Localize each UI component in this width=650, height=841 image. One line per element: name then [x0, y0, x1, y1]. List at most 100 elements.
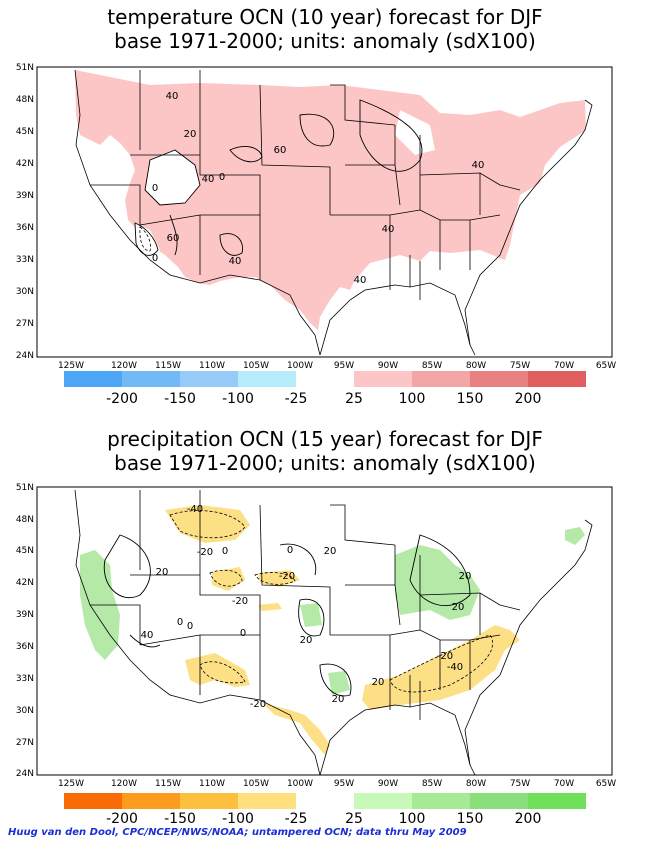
- colorbar-label: 25: [345, 391, 363, 407]
- precipitation-positive-contours: [103, 534, 471, 697]
- contour-label: 20: [459, 571, 472, 582]
- temperature-title-line1: temperature OCN (10 year) forecast for D…: [107, 5, 543, 29]
- contour-label: 20: [372, 677, 385, 688]
- precipitation-contour-labels: -40 -20 0 0 20 20 -20 20 -20 0 40 20 20 …: [141, 504, 472, 710]
- lon-label: 95W: [334, 779, 354, 789]
- contour-label: 60: [274, 145, 287, 156]
- lat-label: 33N: [16, 674, 34, 684]
- temperature-contours: [134, 99, 423, 256]
- lat-label: 24N: [16, 769, 34, 779]
- lat-label: 27N: [16, 319, 34, 329]
- contour-label: 40: [472, 160, 485, 171]
- precipitation-map: -40 -20 0 0 20 20 -20 20 -20 0 40 20 20 …: [16, 483, 616, 825]
- colorbar-swatch: [412, 793, 470, 809]
- colorbar-label: 100: [399, 391, 426, 407]
- colorbar-swatch: [354, 793, 412, 809]
- precipitation-title-line1: precipitation OCN (15 year) forecast for…: [107, 427, 543, 451]
- colorbar-swatch: [64, 371, 122, 387]
- state-boundaries: [74, 69, 593, 356]
- lon-label: 120W: [111, 779, 137, 789]
- contour-label: 40: [202, 174, 215, 185]
- contour-label: 40: [354, 275, 367, 286]
- temperature-lat-labels: 51N 48N 45N 42N 39N 36N 33N 30N 27N 24N: [16, 63, 34, 361]
- contour-label: 20: [452, 602, 465, 613]
- precipitation-lat-labels: 51N 48N 45N 42N 39N 36N 33N 30N 27N 24N: [16, 483, 34, 779]
- lon-label: 110W: [199, 361, 225, 371]
- contour-label: 20: [324, 546, 337, 557]
- temperature-lon-labels: 125W 120W 115W 110W 105W 100W 95W 90W 85…: [58, 361, 616, 371]
- lon-label: 115W: [155, 779, 181, 789]
- colorbar-label: -25: [285, 391, 308, 407]
- lat-label: 33N: [16, 255, 34, 265]
- contour-label: 0: [219, 172, 225, 183]
- lat-label: 36N: [16, 642, 34, 652]
- colorbar-label: 25: [345, 811, 363, 825]
- colorbar-label: -100: [222, 811, 254, 825]
- lon-label: 65W: [596, 779, 616, 789]
- colorbar-swatch: [180, 793, 238, 809]
- contour-label: 20: [300, 635, 313, 646]
- lat-label: 39N: [16, 191, 34, 201]
- contour-label: 20: [332, 694, 345, 705]
- colorbar-swatch: [412, 371, 470, 387]
- colorbar-swatch: [528, 371, 586, 387]
- contour-label: -20: [232, 596, 248, 607]
- contour-label: 0: [287, 545, 293, 556]
- lat-label: 30N: [16, 287, 34, 297]
- contour-label: -20: [250, 699, 266, 710]
- lat-label: 45N: [16, 127, 34, 137]
- lon-label: 100W: [287, 361, 313, 371]
- colorbar-label: 100: [399, 811, 426, 825]
- colorbar-label: 200: [515, 391, 542, 407]
- contour-label: -40: [447, 662, 463, 673]
- lat-label: 36N: [16, 223, 34, 233]
- lat-label: 48N: [16, 515, 34, 525]
- lon-label: 120W: [111, 361, 137, 371]
- precipitation-title-line2: base 1971-2000; units: anomaly (sdX100): [114, 451, 536, 475]
- precipitation-colorbar: [64, 793, 586, 809]
- colorbar-swatch: [238, 371, 296, 387]
- colorbar-swatch: [122, 371, 180, 387]
- lon-label: 105W: [243, 779, 269, 789]
- lat-label: 42N: [16, 159, 34, 169]
- temperature-map: 40 20 60 40 0 0 40 60 0 40 40 40 51N 48N…: [16, 63, 616, 407]
- colorbar-swatch: [180, 371, 238, 387]
- lon-label: 80W: [466, 361, 486, 371]
- lat-label: 51N: [16, 63, 34, 73]
- lon-label: 70W: [554, 361, 574, 371]
- colorbar-swatch: [528, 793, 586, 809]
- contour-label: -20: [197, 547, 213, 558]
- contour-label: 0: [222, 546, 228, 557]
- lon-label: 80W: [466, 779, 486, 789]
- colorbar-label: -25: [285, 811, 308, 825]
- lon-label: 85W: [422, 779, 442, 789]
- colorbar-swatch: [354, 371, 412, 387]
- precipitation-map-frame: [36, 486, 613, 776]
- lon-label: 105W: [243, 361, 269, 371]
- lat-label: 27N: [16, 738, 34, 748]
- temperature-colorbar: [64, 371, 586, 387]
- precipitation-negative-contours: [169, 510, 493, 693]
- lon-label: 90W: [378, 361, 398, 371]
- contour-label: -40: [187, 504, 203, 515]
- contour-label: 0: [152, 183, 158, 194]
- lat-label: 39N: [16, 610, 34, 620]
- colorbar-label: 200: [515, 811, 542, 825]
- temperature-zero-region-west: [145, 150, 200, 205]
- colorbar-label: -150: [164, 811, 196, 825]
- lon-label: 95W: [334, 361, 354, 371]
- colorbar-label: 150: [457, 811, 484, 825]
- contour-label: 20: [184, 129, 197, 140]
- precipitation-colorbar-labels: -200 -150 -100 -25 25 100 150 200: [106, 811, 541, 825]
- lon-label: 85W: [422, 361, 442, 371]
- lon-label: 75W: [510, 779, 530, 789]
- colorbar-swatch: [64, 793, 122, 809]
- lon-label: 110W: [199, 779, 225, 789]
- contour-label: 0: [187, 621, 193, 632]
- colorbar-label: -200: [106, 391, 138, 407]
- contour-label: 40: [229, 256, 242, 267]
- contour-label: 0: [240, 628, 246, 639]
- colorbar-swatch: [470, 371, 528, 387]
- lat-label: 48N: [16, 95, 34, 105]
- attribution-footer: Huug van den Dool, CPC/NCEP/NWS/NOAA; un…: [8, 827, 467, 838]
